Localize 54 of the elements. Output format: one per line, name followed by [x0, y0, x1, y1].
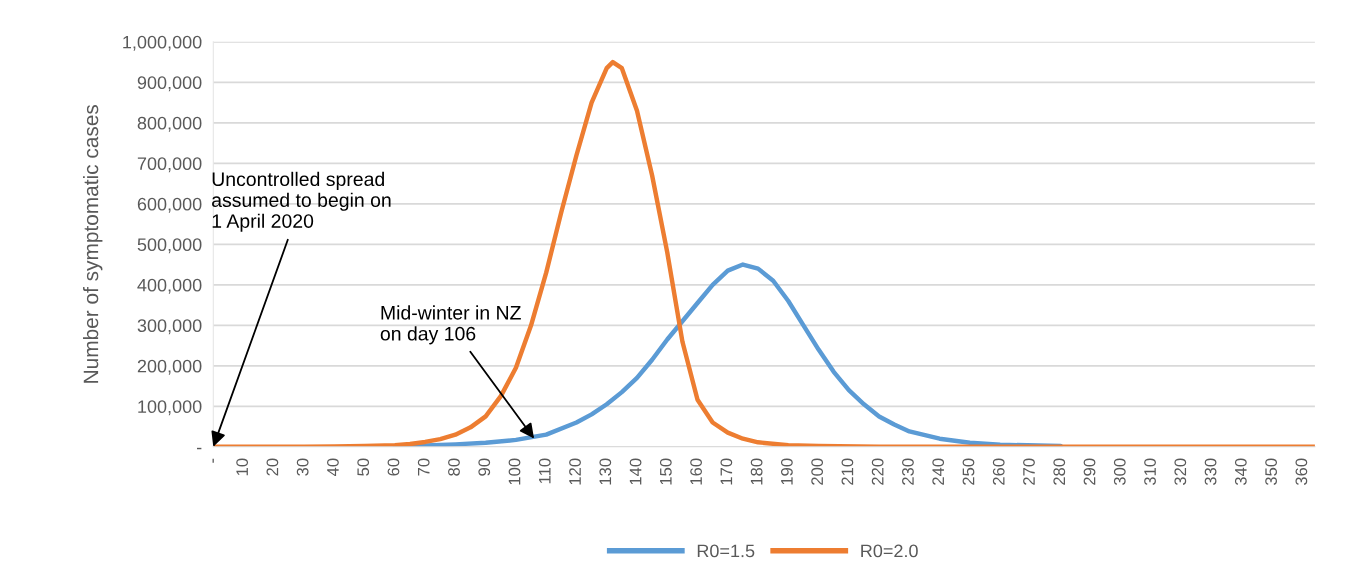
line-series — [213, 59, 1315, 447]
x-tick-label: 90 — [478, 458, 491, 476]
x-tick-label: 70 — [417, 458, 430, 476]
x-tick-label: 350 — [1265, 458, 1277, 486]
x-tick-label: 130 — [599, 458, 612, 485]
x-tick-label: 140 — [629, 458, 642, 485]
x-tick-label: - — [212, 458, 214, 463]
x-tick-label: 330 — [1204, 458, 1217, 486]
x-tick-label: 170 — [720, 458, 733, 485]
x-tick-label: 120 — [569, 458, 581, 485]
y-tick-label: 700,000 — [137, 157, 202, 173]
x-tick-label: 300 — [1113, 458, 1126, 486]
x-tick-label: 240 — [932, 458, 945, 485]
y-tick-label: 300,000 — [137, 319, 202, 335]
y-tick-label: 900,000 — [137, 76, 202, 92]
x-tick-label: 180 — [750, 458, 763, 485]
x-tick-label: 280 — [1053, 458, 1066, 485]
x-tick-label: 270 — [1023, 458, 1035, 485]
x-tick-label: 340 — [1234, 458, 1247, 486]
x-tick-label: 230 — [902, 458, 914, 485]
y-tick-label: 600,000 — [137, 197, 202, 213]
x-tick-label: 210 — [841, 458, 854, 485]
x-tick-label: 290 — [1083, 458, 1096, 485]
annotation: Mid-winter in NZ on day 106 — [380, 305, 521, 345]
x-tick-label: 220 — [871, 458, 884, 485]
x-tick-label: 10 — [236, 458, 249, 476]
x-tick-label: 260 — [992, 458, 1005, 485]
legend-label: R0=2.0 — [861, 544, 918, 558]
x-tick-label: 50 — [357, 458, 370, 476]
x-tick-label: 20 — [266, 458, 279, 476]
y-axis-title: Number of symptomatic cases — [83, 104, 103, 383]
y-tick-label: 100,000 — [138, 400, 202, 416]
y-tick-label: 400,000 — [137, 278, 202, 294]
y-tick-label: - — [196, 447, 202, 450]
x-tick-label: 190 — [780, 458, 793, 485]
x-tick-label: 110 — [538, 458, 551, 484]
x-tick-label: 150 — [659, 458, 672, 485]
legend-label: R0=1.5 — [697, 544, 755, 558]
y-tick-label: 200,000 — [137, 359, 202, 375]
x-tick-label: 320 — [1174, 458, 1187, 486]
y-tick-label: 1,000,000 — [123, 35, 202, 51]
x-tick-label: 40 — [327, 458, 339, 477]
x-tick-label: 100 — [508, 458, 521, 485]
x-tick-label: 360 — [1295, 458, 1308, 486]
x-tick-label: 250 — [962, 458, 975, 485]
y-tick-label: 800,000 — [137, 116, 202, 132]
y-tick-label: 500,000 — [137, 238, 202, 254]
x-tick-label: 60 — [387, 458, 400, 476]
x-tick-label: 30 — [296, 458, 309, 476]
x-tick-label: 200 — [811, 458, 824, 485]
annotation: Uncontrolled spread assumed to begin on 1 April 2020 — [212, 171, 391, 232]
x-tick-label: 80 — [448, 458, 460, 476]
x-tick-label: 310 — [1144, 458, 1156, 486]
x-tick-label: 160 — [690, 458, 702, 485]
